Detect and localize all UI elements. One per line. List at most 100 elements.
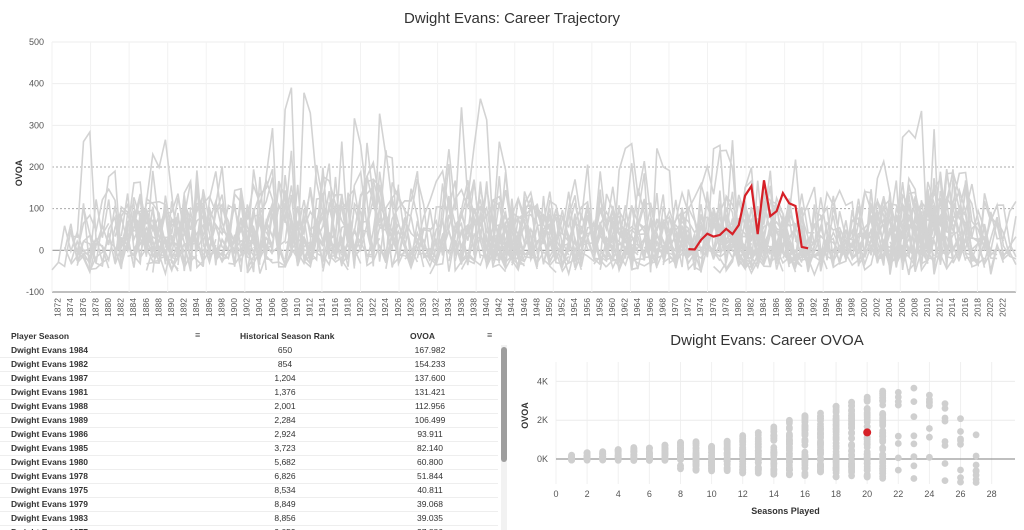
player-point [770, 452, 778, 459]
x-tick-label: 1922 [368, 298, 378, 317]
trajectory-chart[interactable]: 500 400 300 200 100 0 -100 OVOA 1872 1874 1876 1878… [0, 30, 1024, 330]
cell-season: Dwight Evans 1984 [11, 345, 89, 355]
background-career-line [819, 197, 916, 268]
x-tick-label: 1944 [506, 298, 516, 317]
table-row[interactable]: Dwight Evans 1987 1,204 137.600 [0, 371, 498, 386]
table-row[interactable]: Dwight Evans 1984 650 167.982 [0, 343, 498, 358]
background-career-lines [51, 87, 1017, 277]
cell-rank: 8,849 [274, 499, 296, 509]
cell-rank: 854 [277, 359, 293, 369]
player-point [692, 444, 700, 452]
player-point [848, 435, 855, 442]
table-row[interactable]: Dwight Evans 1978 6,826 51.844 [0, 469, 498, 484]
y-axis-label: OVOA [14, 159, 24, 186]
x-tick-label: 1952 [557, 298, 567, 317]
player-point [910, 413, 918, 421]
x-tick-label: 1896 [204, 298, 214, 317]
background-career-line [599, 205, 658, 270]
player-point [786, 424, 793, 431]
cell-season: Dwight Evans 1988 [11, 401, 89, 411]
player-point [972, 479, 980, 486]
x-tick-label: 1980 [733, 298, 743, 317]
player-point [723, 437, 731, 445]
x-tick-label: 1992 [809, 298, 819, 317]
background-career-line [927, 200, 1017, 271]
table-row[interactable]: Dwight Evans 1979 8,849 39.068 [0, 497, 498, 512]
x-tick-label: 16 [800, 489, 810, 499]
table-row[interactable]: Dwight Evans 1980 5,682 60.800 [0, 455, 498, 470]
player-point [692, 440, 700, 447]
player-point [910, 440, 918, 448]
player-point [692, 465, 700, 473]
cell-rank: 650 [277, 345, 293, 355]
y-tick-label: -100 [26, 287, 44, 297]
x-tick-label: 1976 [708, 298, 718, 317]
sort-icon[interactable]: ≡ [195, 330, 201, 340]
table-row[interactable]: Dwight Evans 1989 2,284 106.499 [0, 413, 498, 428]
cell-season: Dwight Evans 1987 [11, 373, 89, 383]
y-tick-label: 2K [537, 415, 548, 425]
player-point [910, 475, 918, 482]
table-row[interactable]: Dwight Evans 1981 1,376 131.421 [0, 385, 498, 400]
x-tick-label: 1968 [657, 298, 667, 317]
cell-ovoa: 82.140 [417, 443, 443, 453]
player-point [926, 425, 933, 432]
x-tick-label: 1904 [254, 298, 264, 317]
background-career-line [441, 214, 482, 259]
background-career-line [70, 129, 110, 243]
cell-rank: 3,723 [274, 443, 296, 453]
x-tick-label: 1934 [443, 298, 453, 317]
background-career-line [309, 191, 337, 267]
player-point [957, 428, 964, 435]
cell-rank: 9,059 [240, 527, 330, 530]
cell-ovoa: 39.068 [417, 499, 443, 509]
player-point [848, 472, 855, 480]
player-point [848, 420, 855, 428]
player-point [754, 436, 762, 444]
table-row[interactable]: Dwight Evans 1983 8,856 39.035 [0, 511, 498, 526]
header-ovoa[interactable]: OVOA [410, 331, 436, 341]
x-tick-label: 2008 [909, 298, 919, 317]
x-tick-label: 1938 [468, 298, 478, 317]
table-scrollbar[interactable] [501, 345, 507, 530]
x-axis-label: Seasons Played [751, 506, 820, 516]
table-row[interactable]: Dwight Evans 1977 9,059 37.886 [0, 525, 498, 530]
x-tick-label: 1920 [355, 298, 365, 317]
x-tick-label: 1962 [620, 298, 630, 317]
table-row[interactable]: Dwight Evans 1988 2,001 112.956 [0, 399, 498, 414]
player-point [739, 435, 747, 442]
background-career-line [177, 170, 217, 267]
player-point [879, 437, 887, 445]
cell-ovoa: 60.800 [417, 457, 443, 467]
x-tick-label: 1924 [380, 298, 390, 317]
x-tick-label: 22 [893, 489, 903, 499]
player-point [817, 425, 824, 432]
player-point [661, 445, 669, 453]
player-point [708, 444, 715, 451]
cell-rank: 2,924 [274, 429, 296, 439]
header-player-season[interactable]: Player Season [11, 331, 70, 341]
highlight-career-line [688, 180, 809, 251]
table-row[interactable]: Dwight Evans 1975 8,534 40.811 [0, 483, 498, 498]
player-season-table[interactable]: Player Season ≡ Historical Season Rank O… [0, 327, 510, 530]
player-point [832, 457, 840, 465]
table-row[interactable]: Dwight Evans 1982 854 154.233 [0, 357, 498, 372]
highlight-point [863, 428, 872, 437]
background-career-line [202, 192, 261, 257]
cell-ovoa: 51.844 [417, 471, 443, 481]
x-tick-label: 2014 [947, 298, 957, 317]
background-career-line [819, 195, 860, 267]
x-tick-label: 1872 [53, 298, 63, 317]
player-point [770, 444, 778, 451]
x-tick-label: 2004 [884, 298, 894, 317]
table-row[interactable]: Dwight Evans 1985 3,723 82.140 [0, 441, 498, 456]
scrollbar-thumb[interactable] [501, 347, 507, 462]
table-row[interactable]: Dwight Evans 1986 2,924 93.911 [0, 427, 498, 442]
sort-icon[interactable]: ≡ [487, 330, 493, 340]
x-tick-label: 1926 [393, 298, 403, 317]
x-tick-label: 1928 [405, 298, 415, 317]
header-historical-rank[interactable]: Historical Season Rank [240, 331, 335, 341]
x-tick-label: 1912 [305, 298, 315, 317]
cell-ovoa: 154.233 [414, 359, 446, 369]
